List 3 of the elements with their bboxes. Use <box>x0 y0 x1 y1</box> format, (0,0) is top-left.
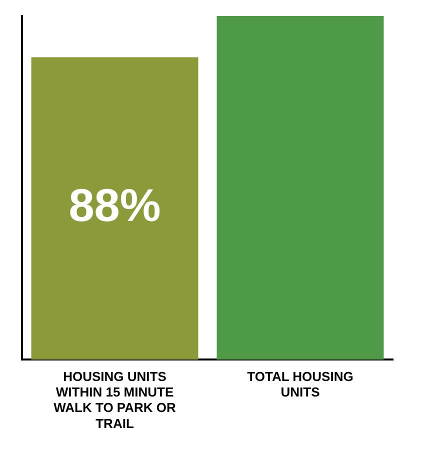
data-label: 88% <box>68 179 161 232</box>
x-tick-label: HOUSING UNITS WITHIN 15 MINUTE WALK TO PARK OR TRAIL <box>54 368 177 431</box>
x-tick-label: TOTAL HOUSING UNITS <box>247 368 354 400</box>
